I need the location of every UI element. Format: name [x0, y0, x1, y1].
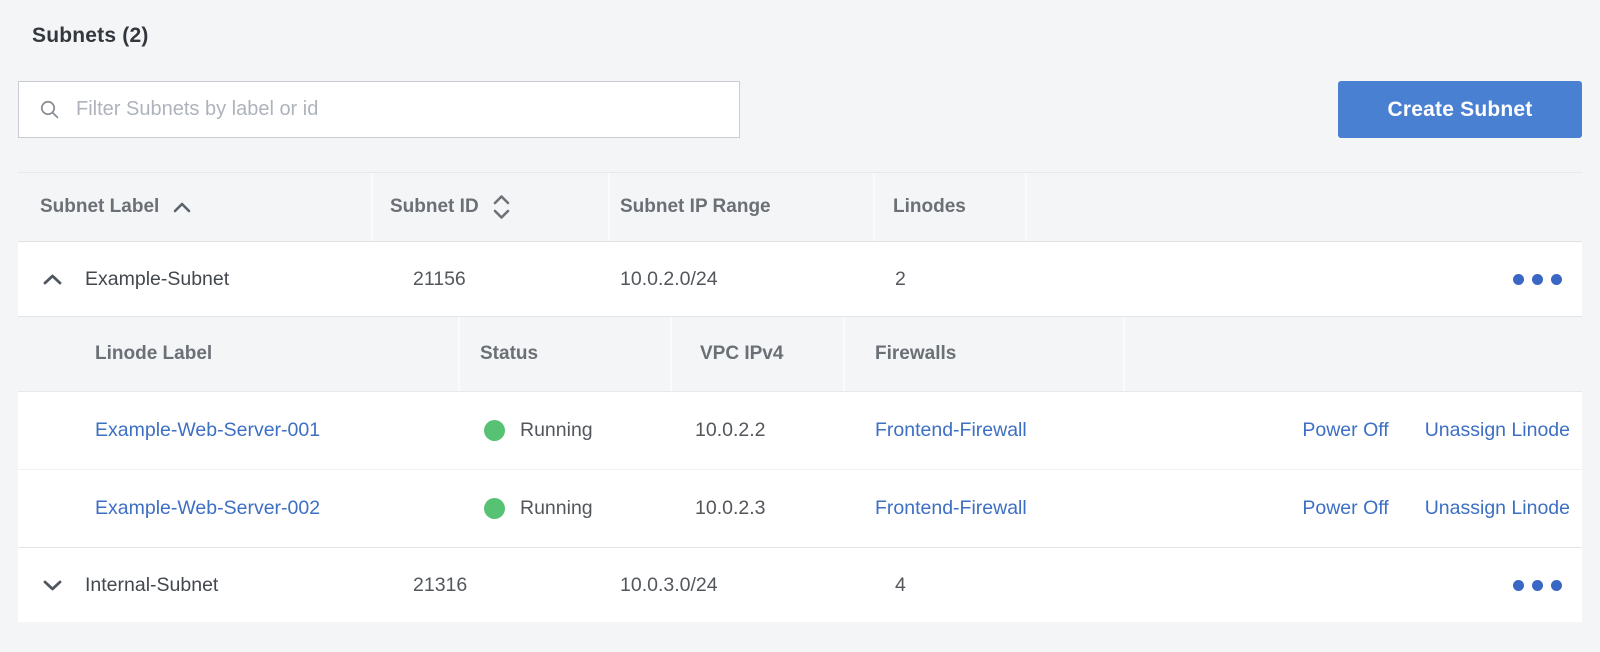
ellipsis-dot: [1551, 579, 1562, 591]
subnets-table: Subnet Label Subnet ID Subnet IP Range L…: [18, 172, 1582, 622]
ellipsis-dot: [1513, 579, 1524, 591]
subnet-ip-range: 10.0.3.0/24: [620, 573, 718, 596]
column-header-actions: [1027, 173, 1582, 241]
column-header-subnet-label[interactable]: Subnet Label: [18, 173, 373, 241]
firewall-link[interactable]: Frontend-Firewall: [875, 419, 1027, 441]
linode-row-example-web-server-001: Example-Web-Server-001 Running 10.0.2.2 …: [18, 392, 1582, 470]
filter-subnets-input[interactable]: [76, 82, 739, 137]
status-running-icon: [484, 420, 505, 441]
linode-label-link[interactable]: Example-Web-Server-002: [95, 497, 321, 519]
linode-status: Running: [520, 419, 593, 441]
ellipsis-dot: [1532, 579, 1543, 591]
column-header-firewalls: Firewalls: [845, 317, 1125, 391]
subnets-table-header: Subnet Label Subnet ID Subnet IP Range L…: [18, 172, 1582, 242]
page-title: Subnets (2): [32, 24, 149, 47]
column-header-status: Status: [460, 317, 672, 391]
search-icon: [40, 100, 59, 119]
subnet-id: 21156: [413, 267, 466, 290]
subnet-label: Example-Subnet: [85, 267, 230, 290]
column-header-vpc-ipv4: VPC IPv4: [672, 317, 845, 391]
chevron-up-icon: [43, 274, 61, 284]
linode-vpc-ipv4: 10.0.2.3: [695, 497, 766, 519]
linode-row-example-web-server-002: Example-Web-Server-002 Running 10.0.2.3 …: [18, 470, 1582, 548]
subnet-id: 21316: [413, 573, 468, 596]
collapse-subnet-button[interactable]: [40, 267, 64, 291]
subnet-actions-menu-button[interactable]: [1511, 574, 1564, 597]
expand-subnet-button[interactable]: [40, 573, 64, 597]
filter-subnets-field: [18, 81, 740, 138]
controls-row: Create Subnet: [18, 81, 1582, 138]
linode-vpc-ipv4: 10.0.2.2: [695, 419, 766, 441]
power-off-button[interactable]: Power Off: [1302, 419, 1389, 441]
power-off-button[interactable]: Power Off: [1302, 497, 1389, 519]
firewall-link[interactable]: Frontend-Firewall: [875, 497, 1027, 519]
column-header-linode-label: Linode Label: [18, 317, 460, 391]
sort-both-icon: [493, 195, 509, 219]
ellipsis-dot: [1513, 273, 1524, 285]
create-subnet-button[interactable]: Create Subnet: [1338, 81, 1582, 138]
subnet-ip-range: 10.0.2.0/24: [620, 267, 718, 290]
subnet-row-internal-subnet: Internal-Subnet 21316 10.0.3.0/24 4: [18, 548, 1582, 622]
linode-status: Running: [520, 497, 593, 519]
subnet-linode-count: 4: [895, 573, 906, 596]
subnet-label: Internal-Subnet: [85, 573, 219, 596]
ellipsis-dot: [1551, 273, 1562, 285]
chevron-down-icon: [43, 580, 61, 590]
unassign-linode-button[interactable]: Unassign Linode: [1424, 497, 1570, 519]
unassign-linode-button[interactable]: Unassign Linode: [1424, 419, 1570, 441]
linode-label-link[interactable]: Example-Web-Server-001: [95, 419, 321, 441]
column-header-linode-actions: [1125, 317, 1582, 391]
sort-ascending-icon: [173, 202, 191, 212]
column-header-subnet-id[interactable]: Subnet ID: [373, 173, 610, 241]
subnet-linode-count: 2: [895, 267, 906, 290]
status-running-icon: [484, 498, 505, 519]
subnet-actions-menu-button[interactable]: [1511, 268, 1564, 291]
column-header-subnet-ip-range: Subnet IP Range: [610, 173, 875, 241]
subnet-row-example-subnet: Example-Subnet 21156 10.0.2.0/24 2: [18, 242, 1582, 317]
ellipsis-dot: [1532, 273, 1543, 285]
column-header-linodes: Linodes: [875, 173, 1027, 241]
linodes-table-header: Linode Label Status VPC IPv4 Firewalls: [18, 317, 1582, 392]
